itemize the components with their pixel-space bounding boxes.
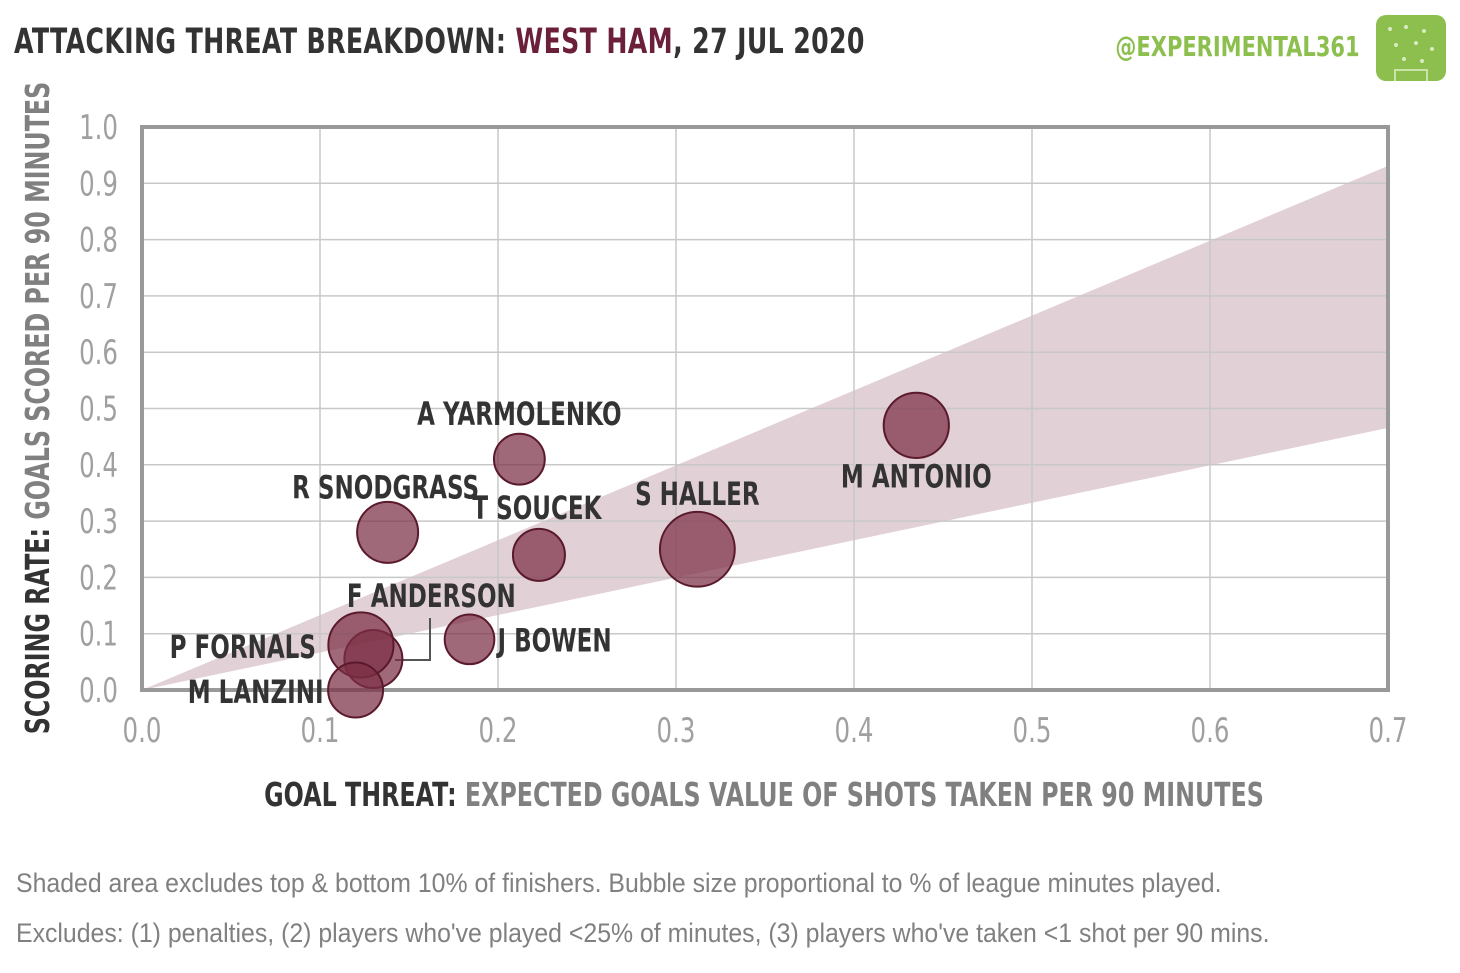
x-axis-title: GOAL THREAT: EXPECTED GOALS VALUE OF SHO…	[264, 775, 1264, 814]
x-tick-label: 0.4	[835, 711, 874, 750]
title-team: WEST HAM	[515, 22, 674, 62]
bubble-point	[658, 510, 736, 588]
y-tick-label: 0.0	[79, 671, 118, 710]
point-label: M LANZINI	[188, 673, 324, 711]
footnote-2: Excludes: (1) penalties, (2) players who…	[16, 918, 1270, 948]
y-axis-title-text: GOALS SCORED PER 90 MINUTES	[18, 82, 57, 520]
y-tick-label: 0.7	[79, 277, 118, 316]
y-tick-label: 0.6	[79, 333, 118, 372]
scatter-chart: 0.0 0.1 0.2 0.3 0.4 0.5 0.6 0.7 0.8 0.9 1.0 0.0 0.1 0…	[18, 82, 1408, 814]
y-axis-title-bold: SCORING RATE:	[18, 520, 57, 735]
x-tick-label: 0.5	[1013, 711, 1052, 750]
y-tick-label: 0.9	[79, 164, 118, 203]
x-tick-label: 0.1	[301, 711, 340, 750]
title-date: , 27 JUL 2020	[673, 22, 865, 62]
y-axis-title: SCORING RATE: GOALS SCORED PER 90 MINUTE…	[18, 82, 57, 735]
x-tick-label: 0.2	[479, 711, 518, 750]
x-tick-label: 0.0	[123, 711, 162, 750]
title-prefix: ATTACKING THREAT BREAKDOWN:	[14, 22, 507, 62]
anderson-leader-line	[395, 618, 431, 661]
footnote-1: Shaded area excludes top & bottom 10% of…	[16, 868, 1222, 898]
x-axis-title-bold: GOAL THREAT:	[264, 775, 465, 814]
point-label: J BOWEN	[496, 621, 612, 659]
plot-frame	[140, 125, 1390, 692]
point-label: S HALLER	[635, 475, 760, 513]
y-tick-label: 0.2	[79, 558, 118, 597]
y-tick-label: 0.5	[79, 390, 118, 429]
x-tick-label: 0.7	[1369, 711, 1408, 750]
bubble-point	[492, 432, 546, 486]
x-tick-label: 0.3	[657, 711, 696, 750]
point-label: F ANDERSON	[347, 577, 516, 615]
bubble-point	[882, 391, 950, 459]
pitch-logo-icon	[1376, 15, 1446, 81]
y-tick-label: 1.0	[79, 108, 118, 147]
point-label: T SOUCEK	[472, 489, 602, 527]
author-handle: @EXPERIMENTAL361	[1115, 30, 1360, 63]
y-tick-label: 0.1	[79, 615, 118, 654]
x-tick-label: 0.6	[1191, 711, 1230, 750]
point-label: P FORNALS	[170, 628, 316, 666]
finishing-band	[142, 165, 1388, 691]
bubble-point	[356, 500, 420, 564]
bubble-point	[511, 527, 566, 582]
point-label: R SNODGRASS	[292, 469, 479, 507]
point-label: A YARMOLENKO	[417, 395, 621, 433]
bubble-point	[443, 613, 496, 666]
chart-title: ATTACKING THREAT BREAKDOWN: WEST HAM, 27…	[14, 22, 865, 62]
y-tick-label: 0.4	[79, 446, 118, 485]
x-axis-title-text: EXPECTED GOALS VALUE OF SHOTS TAKEN PER …	[465, 775, 1264, 814]
point-label: M ANTONIO	[841, 458, 992, 496]
y-tick-label: 0.8	[79, 221, 118, 260]
y-tick-label: 0.3	[79, 502, 118, 541]
bubble-point	[327, 661, 385, 719]
